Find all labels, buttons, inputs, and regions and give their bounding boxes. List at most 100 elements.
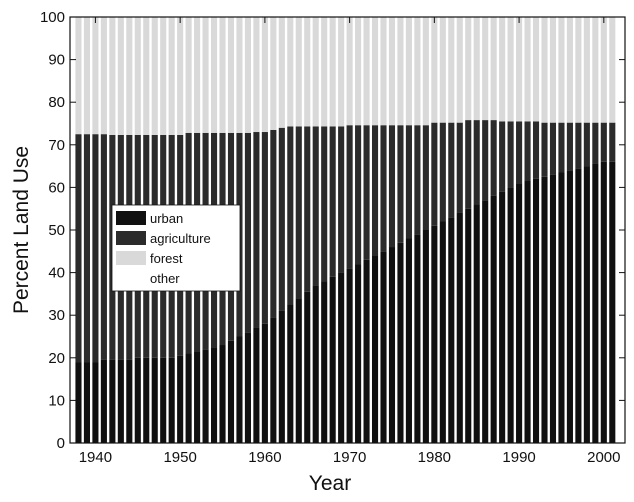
bar-segment (380, 251, 387, 443)
bar-segment (388, 247, 396, 443)
bar-segment (566, 170, 573, 444)
legend-swatch (116, 251, 146, 265)
legend-label: other (150, 271, 180, 286)
x-tick-label: 1980 (418, 449, 451, 466)
bar-segment (126, 359, 133, 443)
bar-segment (346, 17, 353, 126)
bar-segment (566, 122, 573, 171)
bar-segment (210, 17, 218, 133)
bar-segment (592, 122, 599, 164)
bar-segment (126, 17, 133, 136)
bar-segment (219, 345, 226, 443)
bar-segment (431, 225, 438, 443)
bar-segment (431, 122, 438, 226)
bar-segment (312, 17, 319, 127)
bar-segment (261, 323, 268, 443)
bar-segment (414, 17, 421, 126)
bar-segment (236, 336, 243, 443)
bar-segment (253, 17, 260, 133)
bar-segment (549, 122, 557, 175)
bar-segment (363, 125, 370, 260)
y-tick-label: 100 (40, 9, 65, 26)
bar-segment (304, 17, 311, 127)
bar-segment (287, 17, 294, 127)
bar-segment (134, 357, 141, 443)
bar-segment (329, 17, 336, 127)
bar-segment (566, 17, 573, 123)
legend-swatch (116, 271, 146, 285)
bar-segment (583, 166, 590, 443)
bar-segment (414, 234, 421, 443)
bar-segment (524, 121, 531, 182)
bar-segment (83, 17, 90, 135)
bar-segment (575, 168, 582, 444)
bar-segment (465, 17, 472, 121)
bar-segment (465, 120, 472, 209)
bar-segment (261, 132, 268, 324)
y-tick-label: 70 (48, 137, 65, 154)
bar-segment (355, 17, 362, 126)
bar-segment (397, 242, 404, 443)
y-tick-label: 80 (48, 94, 65, 111)
bar-segment (202, 349, 209, 443)
bar-segment (278, 310, 285, 443)
bar-segment (227, 17, 235, 133)
bar-segment (558, 17, 565, 123)
bar-segment (507, 17, 514, 122)
bar-segment (312, 126, 319, 286)
bar-segment (541, 122, 548, 177)
y-tick-label: 60 (48, 179, 65, 196)
x-tick-label: 1970 (333, 449, 366, 466)
bar-segment (405, 238, 412, 443)
bar-segment (312, 285, 319, 443)
bar-segment (609, 161, 616, 443)
bar-segment (422, 230, 429, 443)
x-axis-label: Year (309, 472, 351, 495)
bar-segment (532, 178, 540, 443)
bar-segment (490, 120, 497, 196)
bar-segment (592, 163, 599, 443)
bar-segment (507, 121, 514, 188)
bar-segment (363, 17, 370, 126)
bar-segment (134, 17, 141, 136)
bar-segment (456, 212, 463, 443)
bar-segment (380, 125, 387, 252)
bar-segment (414, 125, 421, 235)
bar-segment (516, 121, 523, 184)
bar-segment (304, 291, 311, 443)
legend-swatch (116, 231, 146, 245)
bar-segment (575, 17, 582, 123)
bar-segment (253, 327, 260, 443)
bar-segment (295, 17, 302, 127)
bar-segment (270, 317, 277, 443)
bar-segment (583, 17, 590, 123)
bar-segment (160, 17, 167, 136)
bar-segment (405, 17, 412, 126)
bar-segment (75, 17, 82, 135)
bar-segment (83, 362, 90, 443)
bar-segment (355, 125, 362, 265)
bar-segment (261, 17, 268, 133)
bar-segment (482, 120, 489, 201)
bar-segment (244, 332, 251, 443)
y-tick-label: 30 (48, 307, 65, 324)
bar-segment (100, 17, 107, 135)
bar-segment (304, 126, 311, 292)
bar-segment (100, 134, 107, 360)
bar-segment (439, 17, 446, 123)
bar-segment (431, 17, 438, 123)
bar-segment (549, 17, 557, 123)
x-tick-label: 2000 (587, 449, 620, 466)
bar-segment (405, 125, 412, 239)
bar-segment (583, 122, 590, 167)
bar-segment (227, 340, 235, 443)
bar-segment (143, 357, 150, 443)
bar-segment (516, 183, 523, 443)
bar-segment (329, 126, 336, 277)
bar-segment (117, 359, 124, 443)
bar-segment (253, 132, 260, 328)
bar-segment (185, 17, 192, 133)
bar-segment (465, 208, 472, 443)
x-tick-label: 1940 (79, 449, 112, 466)
bar-segment (321, 126, 328, 282)
